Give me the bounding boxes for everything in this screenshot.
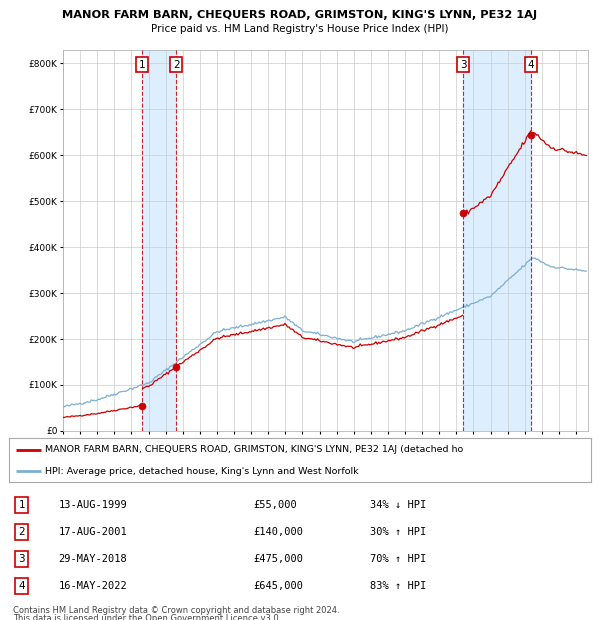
Text: This data is licensed under the Open Government Licence v3.0.: This data is licensed under the Open Gov… [13,614,281,620]
Text: 4: 4 [528,60,535,70]
Text: Contains HM Land Registry data © Crown copyright and database right 2024.: Contains HM Land Registry data © Crown c… [13,606,340,616]
Text: MANOR FARM BARN, CHEQUERS ROAD, GRIMSTON, KING'S LYNN, PE32 1AJ: MANOR FARM BARN, CHEQUERS ROAD, GRIMSTON… [62,10,538,20]
Text: 3: 3 [19,554,25,564]
Text: 1: 1 [19,500,25,510]
Text: 4: 4 [19,581,25,591]
Text: Price paid vs. HM Land Registry's House Price Index (HPI): Price paid vs. HM Land Registry's House … [151,24,449,33]
Text: MANOR FARM BARN, CHEQUERS ROAD, GRIMSTON, KING'S LYNN, PE32 1AJ (detached ho: MANOR FARM BARN, CHEQUERS ROAD, GRIMSTON… [45,445,463,454]
Bar [142,50,176,431]
Text: 1: 1 [139,60,145,70]
Text: £140,000: £140,000 [253,527,304,537]
Text: 29-MAY-2018: 29-MAY-2018 [58,554,127,564]
Text: 30% ↑ HPI: 30% ↑ HPI [370,527,426,537]
Text: £55,000: £55,000 [253,500,297,510]
Text: 2: 2 [173,60,179,70]
Text: 13-AUG-1999: 13-AUG-1999 [58,500,127,510]
Text: 2: 2 [19,527,25,537]
Text: 3: 3 [460,60,467,70]
Text: HPI: Average price, detached house, King's Lynn and West Norfolk: HPI: Average price, detached house, King… [45,467,359,476]
Text: 16-MAY-2022: 16-MAY-2022 [58,581,127,591]
Text: 17-AUG-2001: 17-AUG-2001 [58,527,127,537]
Bar [463,50,531,431]
Text: 70% ↑ HPI: 70% ↑ HPI [370,554,426,564]
Text: 34% ↓ HPI: 34% ↓ HPI [370,500,426,510]
Text: 83% ↑ HPI: 83% ↑ HPI [370,581,426,591]
Text: £475,000: £475,000 [253,554,304,564]
Text: £645,000: £645,000 [253,581,304,591]
